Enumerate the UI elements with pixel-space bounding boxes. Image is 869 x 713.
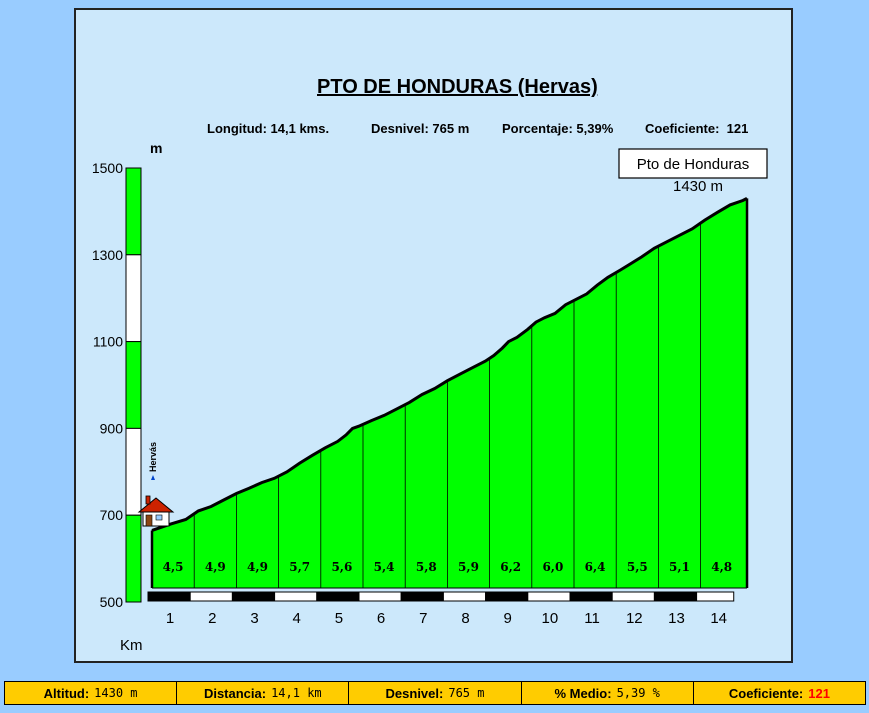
y-tick-label: 700: [100, 507, 124, 523]
scale-band: [125, 254, 142, 343]
status-medio: % Medio: 5,39 %: [521, 681, 694, 705]
profile-area: [152, 198, 747, 588]
scale-band: [125, 514, 142, 603]
x-tick-label: 2: [208, 610, 216, 627]
km-bar-segment: [189, 591, 233, 602]
slope-labels: 4,5 4,9 4,9 5,7 5,6 5,4 5,8 5,9 6,2 6,0 6,4 5,5 5,1 4…: [163, 560, 732, 574]
status-desnivel-value: 765 m: [448, 686, 485, 700]
x-tick-label: 1: [166, 610, 174, 627]
slope-label: 5,4: [374, 560, 395, 574]
y-tick-label: 500: [100, 594, 124, 610]
start-marker: Hervás: [137, 442, 175, 527]
km-bar-segment: [358, 591, 402, 602]
km-bar-segment: [316, 591, 360, 602]
status-coeficiente-label: Coeficiente:: [728, 685, 804, 701]
profile-outline: [151, 197, 748, 532]
slope-label: 5,1: [669, 560, 690, 574]
y-tick-label: 1300: [92, 247, 123, 263]
slope-label: 5,8: [416, 560, 437, 574]
stat-coeficiente: Coeficiente: 121: [645, 121, 748, 136]
y-tick-label: 1500: [92, 160, 123, 176]
x-tick-label: 13: [668, 610, 685, 627]
km-bar-segment: [653, 591, 698, 602]
slope-label: 4,9: [247, 560, 268, 574]
altitude-scale-bar: [125, 167, 142, 603]
status-medio-label: % Medio:: [554, 685, 612, 701]
start-name: Hervás: [148, 442, 158, 472]
slope-label: 6,0: [542, 560, 563, 574]
scale-band: [125, 427, 142, 516]
status-altitud-label: Altitud:: [43, 685, 90, 701]
x-tick-label: 10: [542, 610, 559, 627]
scale-band: [125, 341, 142, 429]
start-pointer-icon: [151, 475, 155, 480]
km-bar-segment: [527, 591, 571, 602]
stat-desnivel: Desnivel: 765 m: [371, 121, 469, 136]
y-tick-label: 900: [100, 420, 124, 436]
x-tick-label: 12: [626, 610, 643, 627]
x-tick-label: 3: [250, 610, 258, 627]
slope-label: 5,5: [627, 560, 648, 574]
slope-label: 6,4: [585, 560, 606, 574]
slope-label: 5,6: [331, 560, 352, 574]
slope-label: 4,9: [205, 560, 226, 574]
x-tick-label: 6: [377, 610, 385, 627]
x-tick-label: 7: [419, 610, 427, 627]
status-medio-value: 5,39 %: [616, 686, 660, 700]
x-tick-labels: 1 2 3 4 5 6 7 8 9 10 11 12 13 14: [166, 610, 727, 627]
summit-callout: Pto de Honduras 1430 m: [618, 148, 768, 195]
x-tick-label: 5: [335, 610, 343, 627]
km-bar-segment: [147, 591, 191, 602]
stat-longitud: Longitud: 14,1 kms.: [207, 121, 329, 136]
km-bar: [147, 591, 735, 602]
summit-altitude: 1430 m: [673, 178, 723, 195]
profile-layer: [150, 197, 749, 589]
km-bar-segment: [569, 591, 613, 602]
summit-label-box: [618, 148, 768, 179]
km-bar-segment: [442, 591, 487, 602]
summit-name: Pto de Honduras: [637, 156, 750, 173]
status-bar: Altitud: 1430 m Distancia: 14,1 km Desni…: [4, 681, 867, 705]
y-axis-unit: m: [150, 140, 162, 156]
chart-title: PTO DE HONDURAS (Hervas): [317, 76, 598, 98]
x-tick-label: 11: [584, 610, 600, 627]
km-bar-segment: [485, 591, 529, 602]
x-tick-label: 4: [293, 610, 301, 627]
status-coeficiente: Coeficiente: 121: [693, 681, 867, 705]
status-distancia: Distancia: 14,1 km: [177, 681, 350, 705]
status-distancia-label: Distancia:: [203, 685, 267, 701]
status-distancia-value: 14,1 km: [271, 686, 322, 700]
x-tick-label: 8: [461, 610, 469, 627]
status-coeficiente-value: 121: [808, 685, 830, 701]
scale-band: [125, 167, 142, 256]
slope-label: 4,5: [163, 560, 184, 574]
km-bar-segment: [611, 591, 655, 602]
status-desnivel-label: Desnivel:: [385, 685, 444, 701]
elevation-chart: PTO DE HONDURAS (Hervas) Longitud: 14,1 …: [92, 76, 768, 654]
status-altitud: Altitud: 1430 m: [4, 681, 178, 705]
slope-label: 5,9: [458, 560, 479, 574]
km-bar-segment: [231, 591, 276, 602]
x-axis-unit: Km: [120, 637, 143, 654]
status-altitud-value: 1430 m: [94, 686, 138, 700]
slope-label: 6,2: [500, 560, 521, 574]
km-bar-segment: [400, 591, 444, 602]
x-tick-label: 14: [710, 610, 727, 627]
status-desnivel: Desnivel: 765 m: [349, 681, 522, 705]
x-tick-label: 9: [504, 610, 512, 627]
stat-porcentaje: Porcentaje: 5,39%: [502, 121, 614, 136]
slope-label: 5,7: [289, 560, 310, 574]
km-bar-segment: [274, 591, 318, 602]
y-tick-label: 1100: [93, 334, 123, 350]
slope-label: 4,8: [711, 560, 732, 574]
km-bar-segment: [696, 591, 735, 602]
house-icon: [137, 495, 175, 527]
profile-panel: PTO DE HONDURAS (Hervas) Longitud: 14,1 …: [74, 8, 793, 663]
y-tick-labels: 500 700 900 1100 1300 1500: [92, 160, 123, 610]
